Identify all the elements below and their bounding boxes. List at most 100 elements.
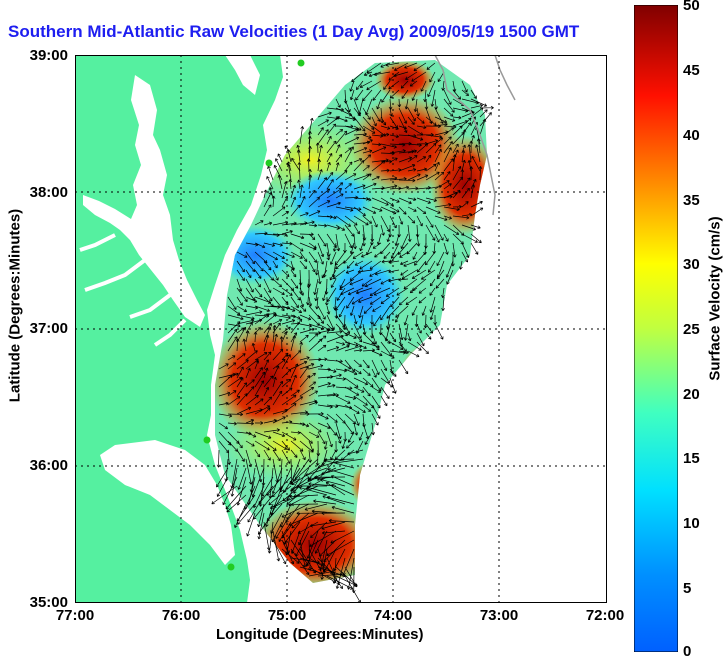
velocity-arrow [263, 375, 274, 388]
velocity-arrow [407, 206, 417, 212]
velocity-arrow [263, 407, 271, 415]
velocity-arrow [299, 196, 306, 208]
velocity-arrow [235, 338, 240, 352]
velocity-arrow [326, 287, 337, 303]
velocity-arrow [411, 71, 427, 82]
velocity-arrow [306, 278, 311, 289]
velocity-arrow [470, 98, 488, 107]
velocity-arrow [353, 206, 366, 217]
velocity-arrow [380, 125, 391, 130]
velocity-arrow [380, 386, 390, 400]
velocity-arrow [290, 430, 301, 435]
velocity-arrow [308, 233, 316, 240]
velocity-arrow [344, 386, 360, 396]
velocity-arrow [281, 368, 292, 379]
velocity-arrow [352, 251, 364, 259]
velocity-arrow [245, 367, 251, 379]
velocity-arrow [309, 530, 337, 547]
velocity-arrow [371, 142, 382, 147]
velocity-arrow [317, 129, 329, 145]
colorbar-tick: 0 [683, 643, 692, 660]
velocity-arrow [364, 431, 373, 445]
velocity-arrow [236, 449, 245, 462]
velocity-arrow [416, 332, 425, 347]
velocity-arrow [308, 422, 322, 433]
velocity-arrow [371, 175, 380, 181]
velocity-arrow [362, 182, 377, 190]
velocity-arrow [281, 352, 289, 361]
velocity-arrow [427, 260, 436, 273]
velocity-arrow [266, 176, 274, 190]
velocity-arrow [281, 326, 291, 334]
velocity-arrow [313, 278, 319, 295]
velocity-arrow [257, 503, 265, 528]
velocity-arrow [278, 521, 292, 542]
velocity-arrow [344, 323, 351, 335]
velocity-arrow [359, 242, 364, 252]
velocity-arrow [317, 188, 331, 199]
velocity-arrow [441, 287, 445, 298]
velocity-arrow [421, 305, 427, 316]
velocity-arrow [257, 512, 274, 535]
velocity-arrow [299, 386, 315, 397]
velocity-arrow [272, 318, 283, 325]
velocity-arrow [335, 422, 342, 440]
velocity-arrow [363, 305, 373, 314]
velocity-arrow [335, 386, 353, 391]
velocity-arrow [398, 277, 409, 282]
velocity-arrow [461, 201, 469, 208]
ytick-label: 36:00 [29, 457, 68, 474]
velocity-arrow [281, 251, 295, 258]
velocity-arrow [461, 251, 469, 263]
ytick-label: 38:00 [29, 184, 68, 201]
velocity-arrow [362, 404, 372, 412]
velocity-arrow [326, 251, 331, 261]
velocity-arrow [296, 484, 328, 488]
velocity-arrow [317, 413, 329, 420]
velocity-arrow [314, 260, 319, 276]
station-marker [297, 59, 305, 67]
velocity-arrow [290, 548, 310, 576]
velocity-arrow [226, 494, 247, 513]
velocity-arrow [452, 89, 461, 100]
velocity-arrow [355, 287, 373, 295]
velocity-arrow [317, 158, 321, 172]
velocity-arrow [407, 173, 421, 181]
velocity-arrow [272, 251, 285, 260]
velocity-arrow [216, 476, 229, 497]
xtick-label: 77:00 [55, 607, 95, 624]
velocity-arrow [308, 189, 316, 199]
velocity-arrow [299, 287, 304, 296]
velocity-arrow [326, 383, 336, 388]
velocity-arrow [407, 197, 417, 202]
velocity-arrow [245, 287, 255, 301]
velocity-arrow [353, 224, 360, 235]
velocity-arrow [467, 144, 472, 163]
velocity-arrow [370, 314, 374, 325]
colorbar-tick: 25 [683, 321, 700, 338]
velocity-arrow [416, 143, 429, 154]
velocity-arrow [297, 162, 302, 181]
velocity-arrow [227, 362, 237, 370]
velocity-arrow [308, 372, 316, 379]
velocity-arrow [380, 168, 390, 173]
velocity-arrow [236, 406, 252, 415]
delaware-bay [225, 55, 260, 95]
velocity-arrow [441, 296, 445, 311]
velocity-arrow [313, 499, 337, 505]
velocity-arrow [275, 512, 292, 539]
velocity-arrow [407, 224, 412, 242]
velocity-arrow [366, 80, 382, 91]
velocity-arrow [411, 269, 427, 279]
velocity-arrow [335, 144, 341, 154]
velocity-arrow [299, 251, 308, 262]
velocity-arrow [323, 459, 355, 469]
velocity-arrow [237, 503, 256, 525]
velocity-arrow [236, 305, 247, 313]
velocity-arrow [254, 398, 264, 406]
velocity-arrow [390, 296, 400, 308]
velocity-arrow [290, 305, 303, 314]
velocity-arrow [380, 359, 388, 372]
velocity-arrow [407, 155, 418, 163]
velocity-arrow [326, 305, 331, 315]
